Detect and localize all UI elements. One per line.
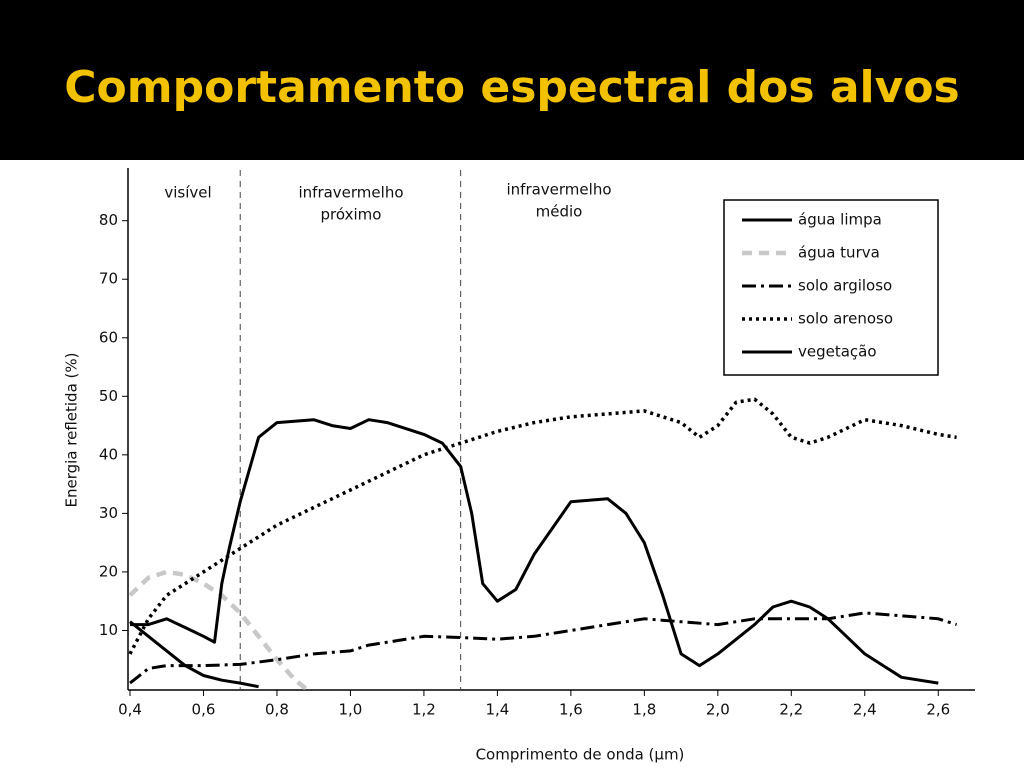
y-tick-label: 30 [99,504,118,522]
x-tick-label: 2,6 [926,701,950,719]
legend-label: água limpa [798,211,882,229]
x-axis-label: Comprimento de onda (µm) [476,746,685,764]
y-tick-label: 80 [99,211,118,229]
legend-label: vegetação [798,343,877,361]
x-tick-label: 1,4 [485,701,509,719]
y-tick-label: 10 [99,621,118,639]
x-tick-label: 1,8 [632,701,656,719]
legend-label: solo argiloso [798,277,892,295]
y-tick-label: 50 [99,387,118,405]
region-label: médio [536,203,583,221]
x-tick-label: 0,6 [192,701,216,719]
legend-box [723,199,939,376]
y-axis-label: Energia refletida (%) [63,353,81,508]
x-tick-label: 1,6 [559,701,583,719]
legend-label: água turva [798,244,880,262]
series-line [128,569,308,691]
slide-title: Comportamento espectral dos alvos [64,62,960,113]
x-tick-label: 2,0 [706,701,730,719]
x-tick-label: 0,4 [118,701,142,719]
x-tick-label: 1,2 [412,701,436,719]
region-label: infravermelho [506,181,611,199]
x-tick-label: 0,8 [265,701,289,719]
region-label: próximo [321,206,382,224]
legend-label: solo arenoso [798,310,893,328]
x-tick-label: 1,0 [339,701,363,719]
y-tick-label: 60 [99,328,118,346]
x-tick-label: 2,4 [853,701,877,719]
y-tick-label: 20 [99,562,118,580]
series-line [128,397,957,655]
y-tick-label: 40 [99,445,118,463]
series-line [130,418,939,685]
region-label: visível [164,184,211,202]
series-line [129,620,259,689]
series-line [129,611,958,685]
y-tick-label: 70 [99,270,118,288]
header-band [0,0,1024,160]
x-tick-label: 2,2 [779,701,803,719]
region-label: infravermelho [298,184,403,202]
